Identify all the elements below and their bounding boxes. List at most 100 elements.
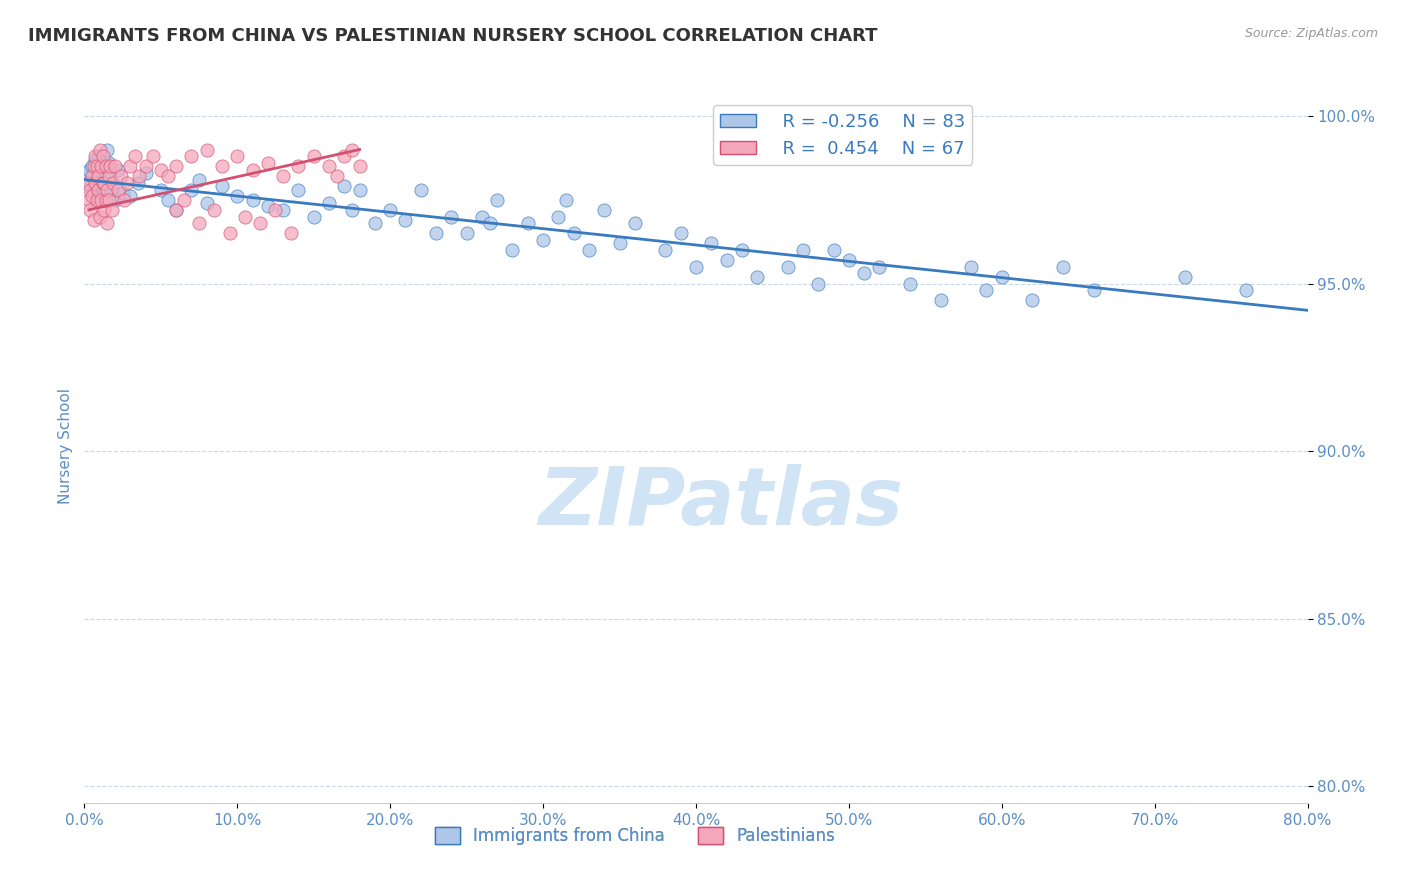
Point	[1083, 283, 1105, 297]
Point	[394, 212, 416, 227]
Point	[929, 293, 952, 308]
Point	[93, 202, 115, 217]
Point	[120, 189, 142, 203]
Point	[104, 159, 127, 173]
Point	[264, 202, 287, 217]
Point	[165, 159, 187, 173]
Point	[287, 183, 309, 197]
Point	[325, 169, 347, 184]
Point	[211, 179, 233, 194]
Point	[898, 277, 921, 291]
Point	[349, 183, 371, 197]
Point	[188, 172, 211, 186]
Point	[83, 159, 105, 173]
Text: IMMIGRANTS FROM CHINA VS PALESTINIAN NURSERY SCHOOL CORRELATION CHART: IMMIGRANTS FROM CHINA VS PALESTINIAN NUR…	[28, 27, 877, 45]
Point	[1174, 269, 1197, 284]
Point	[91, 159, 114, 173]
Point	[90, 176, 112, 190]
Point	[233, 210, 256, 224]
Point	[318, 196, 340, 211]
Point	[547, 210, 569, 224]
Point	[89, 210, 111, 224]
Point	[135, 166, 157, 180]
Point	[991, 269, 1014, 284]
Point	[111, 186, 134, 200]
Point	[96, 216, 118, 230]
Point	[83, 183, 105, 197]
Point	[1021, 293, 1043, 308]
Point	[364, 216, 387, 230]
Point	[624, 216, 647, 230]
Point	[76, 166, 98, 180]
Point	[195, 196, 218, 211]
Point	[226, 189, 249, 203]
Point	[84, 153, 107, 167]
Point	[128, 169, 150, 184]
Point	[101, 202, 124, 217]
Point	[516, 216, 538, 230]
Point	[94, 159, 117, 173]
Point	[333, 179, 356, 194]
Point	[157, 193, 180, 207]
Point	[654, 243, 676, 257]
Point	[124, 149, 146, 163]
Point	[80, 189, 103, 203]
Point	[157, 169, 180, 184]
Point	[242, 193, 264, 207]
Point	[716, 253, 738, 268]
Point	[242, 162, 264, 177]
Y-axis label: Nursery School: Nursery School	[58, 388, 73, 504]
Point	[257, 156, 280, 170]
Point	[685, 260, 707, 274]
Point	[211, 159, 233, 173]
Point	[93, 183, 115, 197]
Point	[502, 243, 524, 257]
Point	[87, 169, 110, 184]
Point	[91, 149, 114, 163]
Point	[80, 169, 103, 184]
Point	[593, 202, 616, 217]
Point	[349, 159, 371, 173]
Point	[96, 183, 118, 197]
Point	[271, 169, 294, 184]
Point	[180, 149, 202, 163]
Point	[776, 260, 799, 274]
Point	[287, 159, 309, 173]
Point	[869, 260, 891, 274]
Text: Source: ZipAtlas.com: Source: ZipAtlas.com	[1244, 27, 1378, 40]
Point	[135, 159, 157, 173]
Point	[960, 260, 983, 274]
Point	[87, 183, 110, 197]
Point	[456, 227, 478, 241]
Point	[110, 169, 132, 184]
Text: ZIPatlas: ZIPatlas	[538, 464, 903, 542]
Point	[90, 159, 112, 173]
Point	[86, 159, 108, 173]
Point	[226, 149, 249, 163]
Point	[84, 176, 107, 190]
Point	[79, 202, 101, 217]
Point	[120, 159, 142, 173]
Point	[195, 143, 218, 157]
Point	[165, 202, 187, 217]
Point	[562, 227, 585, 241]
Point	[97, 169, 120, 184]
Point	[340, 143, 363, 157]
Point	[149, 183, 172, 197]
Point	[83, 212, 105, 227]
Point	[107, 162, 129, 177]
Point	[107, 183, 129, 197]
Point	[76, 176, 98, 190]
Point	[86, 193, 108, 207]
Point	[93, 176, 115, 190]
Point	[478, 216, 501, 230]
Point	[380, 202, 402, 217]
Point	[84, 149, 107, 163]
Point	[271, 202, 294, 217]
Point	[218, 227, 240, 241]
Point	[94, 169, 117, 184]
Point	[94, 193, 117, 207]
Point	[180, 183, 202, 197]
Point	[302, 210, 325, 224]
Point	[188, 216, 211, 230]
